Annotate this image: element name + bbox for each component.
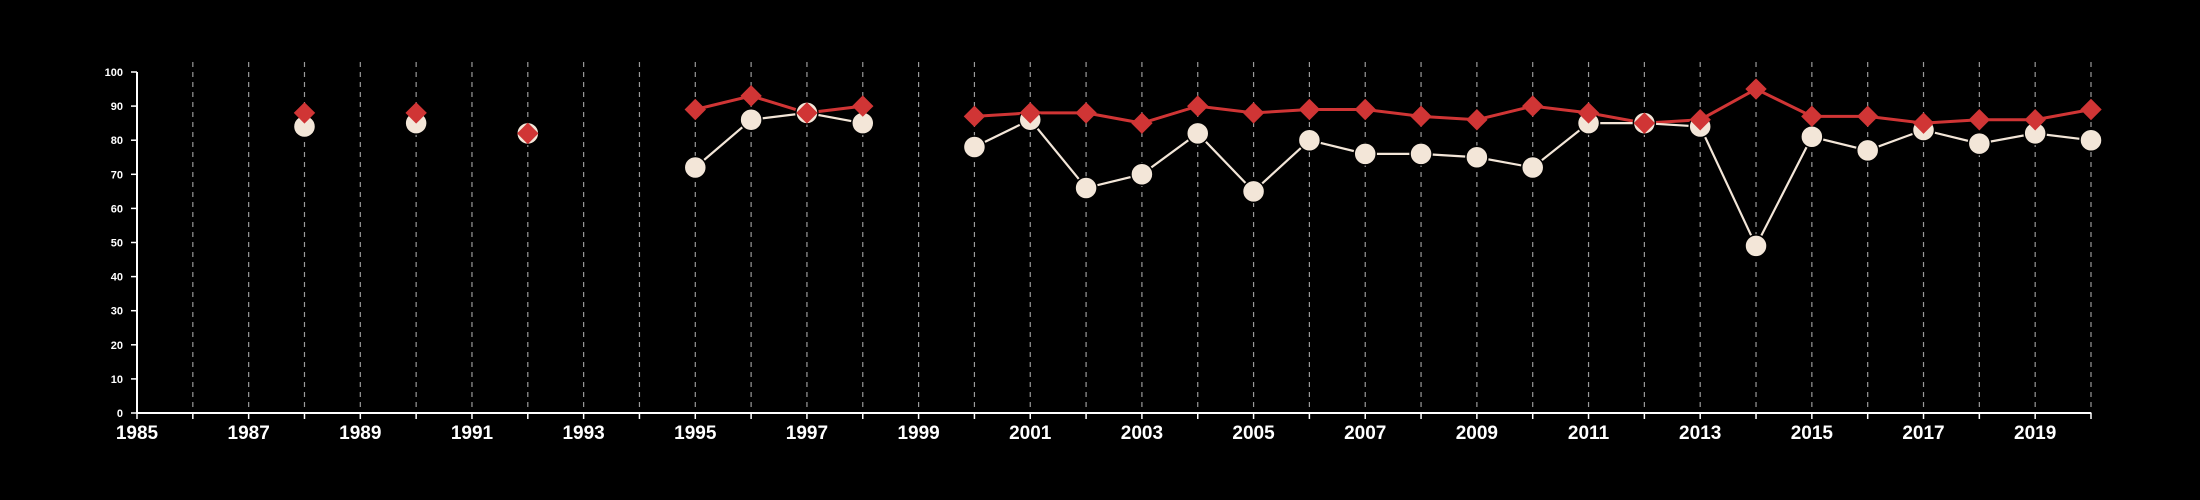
diamond-marker bbox=[1856, 105, 1879, 128]
x-tick-label: 2003 bbox=[1121, 423, 1163, 444]
diamond-marker bbox=[1801, 105, 1823, 128]
circle-marker bbox=[1074, 176, 1098, 200]
x-tick-label: 2001 bbox=[1009, 423, 1052, 444]
x-tick-label: 2015 bbox=[1791, 423, 1834, 444]
x-tick-label: 1985 bbox=[116, 423, 159, 444]
circle-marker bbox=[962, 135, 987, 159]
y-tick-label: 60 bbox=[111, 203, 123, 215]
circle-marker bbox=[1465, 145, 1489, 169]
diamond-marker bbox=[405, 102, 427, 124]
series-markers bbox=[292, 78, 2103, 258]
axes: 1985 1987 1989 1991 1993 1995 1997 1999 2001 2003… bbox=[105, 67, 2092, 444]
diamond-marker bbox=[1577, 102, 1600, 124]
diamond-marker bbox=[1187, 95, 1209, 117]
diamond-marker bbox=[1075, 102, 1097, 124]
y-tick-label: 50 bbox=[111, 238, 123, 250]
x-tick-label: 2017 bbox=[1902, 423, 1944, 444]
diamond-marker bbox=[1633, 112, 1656, 134]
diamond-marker bbox=[1912, 112, 1935, 134]
circle-marker bbox=[683, 155, 708, 180]
y-tick-label: 40 bbox=[111, 272, 123, 284]
circle-marker bbox=[1855, 138, 1880, 163]
circle-marker bbox=[2079, 128, 2103, 152]
diamond-marker bbox=[684, 98, 706, 121]
circle-marker bbox=[1800, 125, 1824, 149]
diamond-marker bbox=[1354, 98, 1376, 121]
diamond-marker bbox=[1019, 102, 1041, 124]
diamond-marker bbox=[740, 85, 762, 107]
diamond-marker bbox=[2080, 98, 2102, 121]
diamond-marker bbox=[517, 122, 539, 145]
x-tick-label: 1995 bbox=[674, 423, 717, 444]
diamond-marker bbox=[1298, 98, 1321, 121]
diamond-marker bbox=[1745, 78, 1767, 100]
y-tick-label: 20 bbox=[111, 340, 123, 352]
circle-marker bbox=[1967, 131, 1992, 156]
circle-marker bbox=[1409, 142, 1433, 166]
circle-marker bbox=[1241, 179, 1266, 204]
x-tick-label: 1987 bbox=[228, 423, 270, 444]
circle-marker bbox=[1297, 128, 1322, 152]
x-tick-label: 1991 bbox=[451, 423, 494, 444]
circle-marker bbox=[1520, 155, 1545, 180]
x-tick-label: 2013 bbox=[1679, 423, 1721, 444]
y-tick-label: 100 bbox=[105, 67, 123, 79]
x-tick-label: 1999 bbox=[897, 423, 939, 444]
x-tick-label: 2007 bbox=[1344, 423, 1386, 444]
y-tick-label: 30 bbox=[111, 306, 123, 318]
diamond-marker bbox=[1689, 109, 1711, 131]
y-tick-label: 10 bbox=[111, 374, 123, 386]
diamond-marker bbox=[796, 102, 818, 124]
x-tick-label: 1989 bbox=[339, 423, 381, 444]
circle-marker bbox=[1185, 121, 1210, 146]
y-tick-label: 70 bbox=[111, 169, 123, 181]
series-circle-line bbox=[694, 111, 863, 169]
diamond-marker bbox=[1466, 109, 1488, 131]
x-tick-label: 2019 bbox=[2014, 423, 2056, 444]
gridlines bbox=[192, 62, 2092, 413]
diamond-marker bbox=[1242, 102, 1265, 124]
diamond-marker bbox=[293, 102, 316, 124]
circle-marker bbox=[1130, 162, 1154, 187]
series-lines bbox=[694, 87, 2092, 249]
x-tick-label: 1993 bbox=[562, 423, 604, 444]
diamond-marker bbox=[1131, 112, 1153, 134]
x-tick-label: 2005 bbox=[1232, 423, 1275, 444]
diamond-marker bbox=[2024, 109, 2046, 131]
circle-marker bbox=[1744, 234, 1768, 258]
x-tick-label: 2009 bbox=[1456, 423, 1498, 444]
y-tick-label: 80 bbox=[111, 135, 123, 147]
x-tick-label: 1997 bbox=[786, 423, 828, 444]
circle-marker bbox=[739, 107, 763, 132]
diamond-marker bbox=[852, 95, 874, 117]
diamond-marker bbox=[1410, 105, 1432, 128]
y-tick-label: 0 bbox=[117, 408, 123, 420]
diamond-marker bbox=[1522, 95, 1544, 117]
x-tick-label: 2011 bbox=[1568, 423, 1610, 444]
circle-marker bbox=[1353, 142, 1377, 166]
series-diamond-line bbox=[694, 94, 863, 115]
y-tick-label: 90 bbox=[111, 101, 123, 113]
diamond-marker bbox=[1968, 109, 1991, 131]
diamond-marker bbox=[963, 105, 986, 128]
